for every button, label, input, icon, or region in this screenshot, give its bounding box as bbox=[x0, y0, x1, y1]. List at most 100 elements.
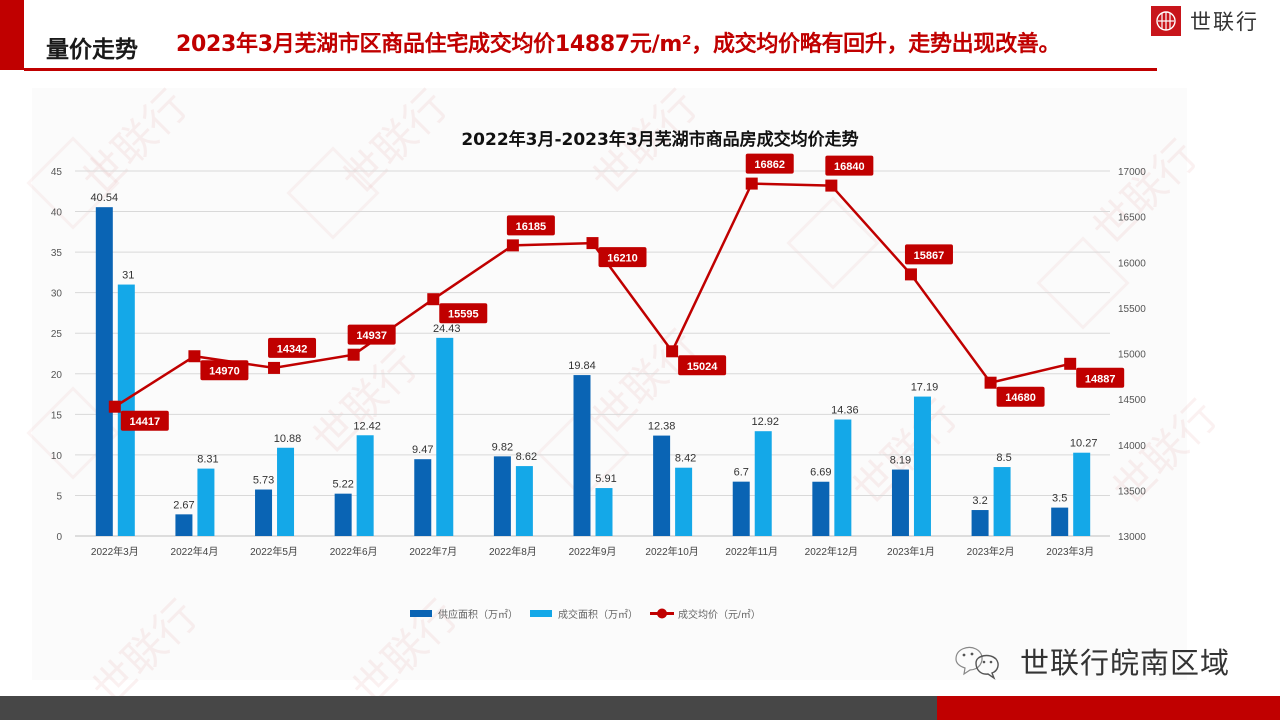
legend-label: 供应面积（万㎡） bbox=[438, 608, 518, 621]
chart-legend: 供应面积（万㎡） 成交面积（万㎡） 成交均价（元/㎡） bbox=[410, 608, 761, 621]
supply-bar bbox=[812, 481, 830, 536]
supply-bar-label: 8.19 bbox=[890, 455, 911, 467]
price-marker bbox=[506, 239, 519, 252]
legend-swatch bbox=[410, 610, 432, 617]
category-label: 2023年2月 bbox=[967, 545, 1015, 558]
svg-text:16840: 16840 bbox=[834, 161, 865, 173]
category-label: 2022年9月 bbox=[569, 545, 617, 558]
svg-text:15867: 15867 bbox=[914, 250, 945, 262]
deal-bar bbox=[834, 419, 852, 536]
deal-bar-label: 14.36 bbox=[831, 405, 859, 417]
deal-bar bbox=[356, 435, 374, 536]
price-label: 16840 bbox=[825, 155, 874, 176]
svg-text:15595: 15595 bbox=[448, 309, 479, 321]
supply-bar bbox=[334, 493, 352, 536]
svg-text:16185: 16185 bbox=[516, 221, 547, 233]
price-line-series bbox=[108, 177, 1077, 413]
supply-bar-label: 9.47 bbox=[412, 444, 433, 456]
price-marker bbox=[427, 293, 440, 306]
price-label: 16210 bbox=[598, 247, 647, 268]
legend-item: 供应面积（万㎡） bbox=[410, 608, 518, 621]
deal-bar-label: 10.27 bbox=[1070, 438, 1098, 450]
legend-swatch bbox=[530, 610, 552, 617]
price-label: 16185 bbox=[506, 215, 555, 236]
left-axis-tick: 5 bbox=[56, 491, 62, 502]
price-marker bbox=[825, 179, 838, 192]
right-axis-tick: 14000 bbox=[1118, 441, 1146, 452]
right-axis-tick: 14500 bbox=[1118, 395, 1146, 406]
supply-bar bbox=[891, 469, 909, 536]
deal-bar bbox=[675, 467, 693, 536]
price-marker bbox=[188, 350, 201, 363]
price-label: 16862 bbox=[745, 153, 794, 174]
price-label: 15595 bbox=[439, 303, 488, 324]
headline: 2023年3月芜湖市区商品住宅成交均价14887元/m²，成交均价略有回升，走势… bbox=[176, 32, 1061, 57]
left-axis-tick: 40 bbox=[51, 208, 63, 219]
left-axis: 0 5 10 15 20 25 30 35 40 45 bbox=[51, 167, 63, 543]
left-axis-tick: 20 bbox=[51, 370, 63, 381]
chart-gridlines bbox=[75, 170, 1110, 537]
right-axis: 13000 13500 14000 14500 15000 15500 16000 16500… bbox=[1118, 167, 1146, 543]
supply-bar-label: 6.69 bbox=[810, 467, 831, 479]
supply-bar bbox=[573, 375, 591, 536]
price-data-labels: 14417 14970 14342 14937 15595 16185 16210 15024… bbox=[120, 153, 1125, 431]
supply-bar bbox=[1051, 507, 1069, 536]
supply-bar bbox=[971, 510, 989, 536]
supply-bar-label: 6.7 bbox=[734, 467, 749, 479]
logo-mark-icon bbox=[1151, 6, 1181, 36]
svg-text:14417: 14417 bbox=[130, 416, 161, 428]
supply-bar bbox=[653, 435, 671, 536]
deal-bar-label: 8.5 bbox=[996, 452, 1011, 464]
category-label: 2022年11月 bbox=[725, 545, 778, 558]
left-axis-tick: 45 bbox=[51, 167, 63, 178]
right-axis-tick: 16500 bbox=[1118, 213, 1146, 224]
header-divider bbox=[24, 68, 1157, 71]
legend-label: 成交均价（元/㎡） bbox=[678, 608, 761, 621]
deal-bar-label: 31 bbox=[122, 270, 134, 282]
price-marker bbox=[904, 268, 917, 281]
price-marker bbox=[586, 237, 599, 250]
deal-bar bbox=[197, 468, 215, 536]
deal-bar bbox=[515, 466, 533, 536]
category-label: 2023年3月 bbox=[1046, 545, 1094, 558]
price-marker bbox=[108, 400, 121, 413]
svg-text:15024: 15024 bbox=[687, 361, 718, 373]
supply-bar-label: 5.73 bbox=[253, 475, 274, 487]
legend-swatch bbox=[657, 608, 667, 619]
price-label: 14970 bbox=[200, 360, 249, 381]
bar-series bbox=[95, 207, 1091, 537]
chart-title: 2022年3月-2023年3月芜湖市商品房成交均价走势 bbox=[461, 129, 858, 150]
left-axis-tick: 15 bbox=[51, 410, 63, 421]
category-label: 2022年4月 bbox=[171, 545, 219, 558]
wechat-icon bbox=[955, 646, 999, 680]
legend-item: 成交面积（万㎡） bbox=[530, 608, 638, 621]
left-axis-tick: 10 bbox=[51, 451, 63, 462]
deal-bar bbox=[436, 337, 454, 536]
price-marker bbox=[984, 376, 997, 389]
right-axis-tick: 15000 bbox=[1118, 350, 1146, 361]
supply-bar bbox=[732, 481, 750, 536]
deal-bar-label: 8.42 bbox=[675, 453, 696, 465]
deal-bar bbox=[595, 488, 613, 536]
svg-text:14970: 14970 bbox=[209, 366, 240, 378]
price-line bbox=[114, 182, 1071, 408]
section-title: 量价走势 bbox=[46, 37, 138, 63]
deal-bar bbox=[117, 284, 135, 536]
supply-bar-label: 12.38 bbox=[648, 421, 676, 433]
deal-bar-label: 8.62 bbox=[516, 451, 537, 463]
category-label: 2022年6月 bbox=[330, 545, 378, 558]
svg-text:14680: 14680 bbox=[1005, 392, 1036, 404]
category-label: 2022年3月 bbox=[91, 545, 139, 558]
svg-text:14342: 14342 bbox=[277, 343, 308, 355]
supply-bar-label: 3.5 bbox=[1052, 493, 1067, 505]
x-axis-labels: 2022年3月 2022年4月 2022年5月 2022年6月 2022年7月 2022年… bbox=[91, 545, 1094, 558]
right-axis-tick: 13000 bbox=[1118, 532, 1146, 543]
price-marker bbox=[268, 361, 281, 374]
deal-bar-label: 17.19 bbox=[911, 382, 939, 394]
left-axis-tick: 30 bbox=[51, 289, 63, 300]
legend-label: 成交面积（万㎡） bbox=[558, 608, 638, 621]
svg-text:16862: 16862 bbox=[754, 159, 785, 171]
supply-bar bbox=[95, 207, 113, 537]
supply-bar-label: 19.84 bbox=[568, 360, 596, 372]
